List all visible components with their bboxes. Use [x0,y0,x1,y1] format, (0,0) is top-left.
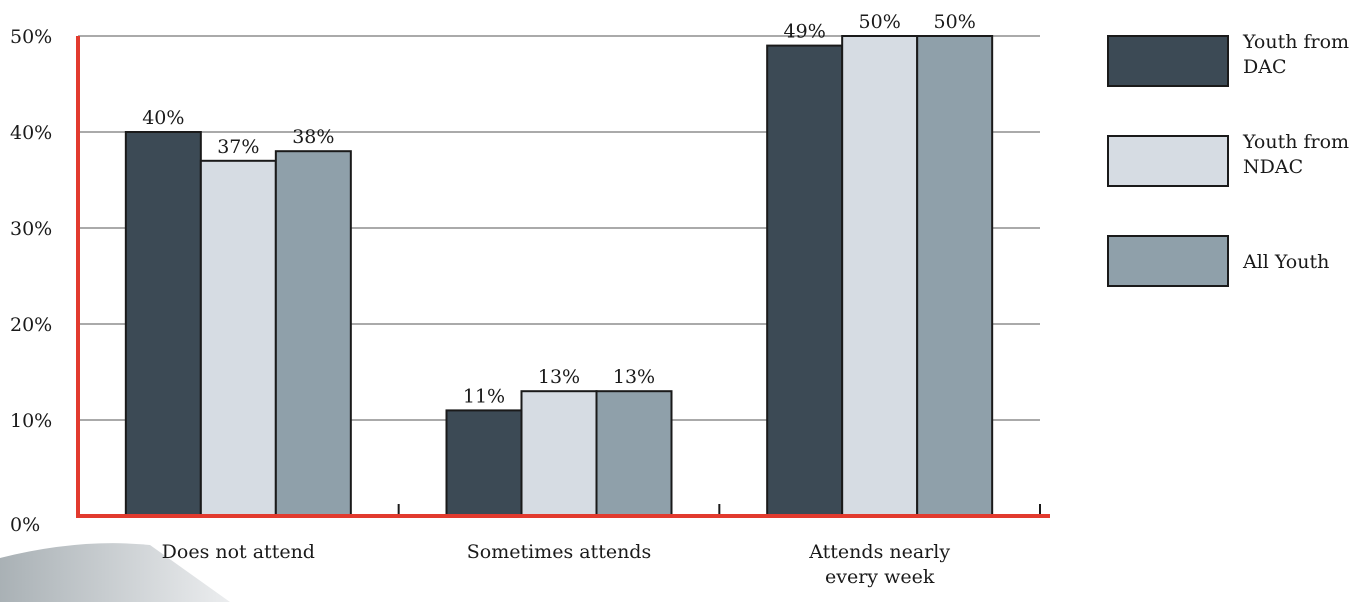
legend-swatch [1107,135,1229,187]
y-tick-label: 50% [10,26,52,48]
legend-label: Youth from NDAC [1242,131,1349,178]
y-tick-label: 20% [10,314,52,336]
bar [595,390,673,518]
bars [124,35,994,518]
y-tick-label: 10% [10,410,52,432]
legend-swatch [1107,35,1229,87]
data-label: 50% [934,11,976,33]
axes [76,36,1050,518]
data-label: 13% [613,366,655,388]
data-label: 50% [859,11,901,33]
y-tick-label: 0% [10,514,40,536]
data-label: 49% [784,21,826,43]
data-label: 40% [142,107,184,129]
decorative-background-shape [0,543,230,602]
data-label: 11% [463,385,505,407]
legend-swatch [1107,235,1229,287]
legend-label: All Youth [1242,251,1329,273]
y-tick-label: 30% [10,218,52,240]
bar [274,150,352,517]
x-category-label: Sometimes attends [467,541,651,563]
bar [124,131,202,517]
legend: Youth from DAC Youth from NDAC All Youth [1107,31,1349,287]
data-label: 38% [292,126,334,148]
labels: 0% 10% 20% 30% 40% 50% 40% 37% 38% Does not atten… [10,11,976,588]
bar [445,409,523,517]
bar [766,44,844,517]
legend-label: Youth from DAC [1242,31,1349,78]
bar [199,159,277,518]
bar [520,390,598,518]
x-category-label: Does not attend [162,541,315,563]
data-label: 37% [217,136,259,158]
x-category-label: Attends nearly every week [808,541,950,588]
data-label: 13% [538,366,580,388]
bar [841,35,919,517]
bar [916,35,994,517]
y-tick-label: 40% [10,122,52,144]
